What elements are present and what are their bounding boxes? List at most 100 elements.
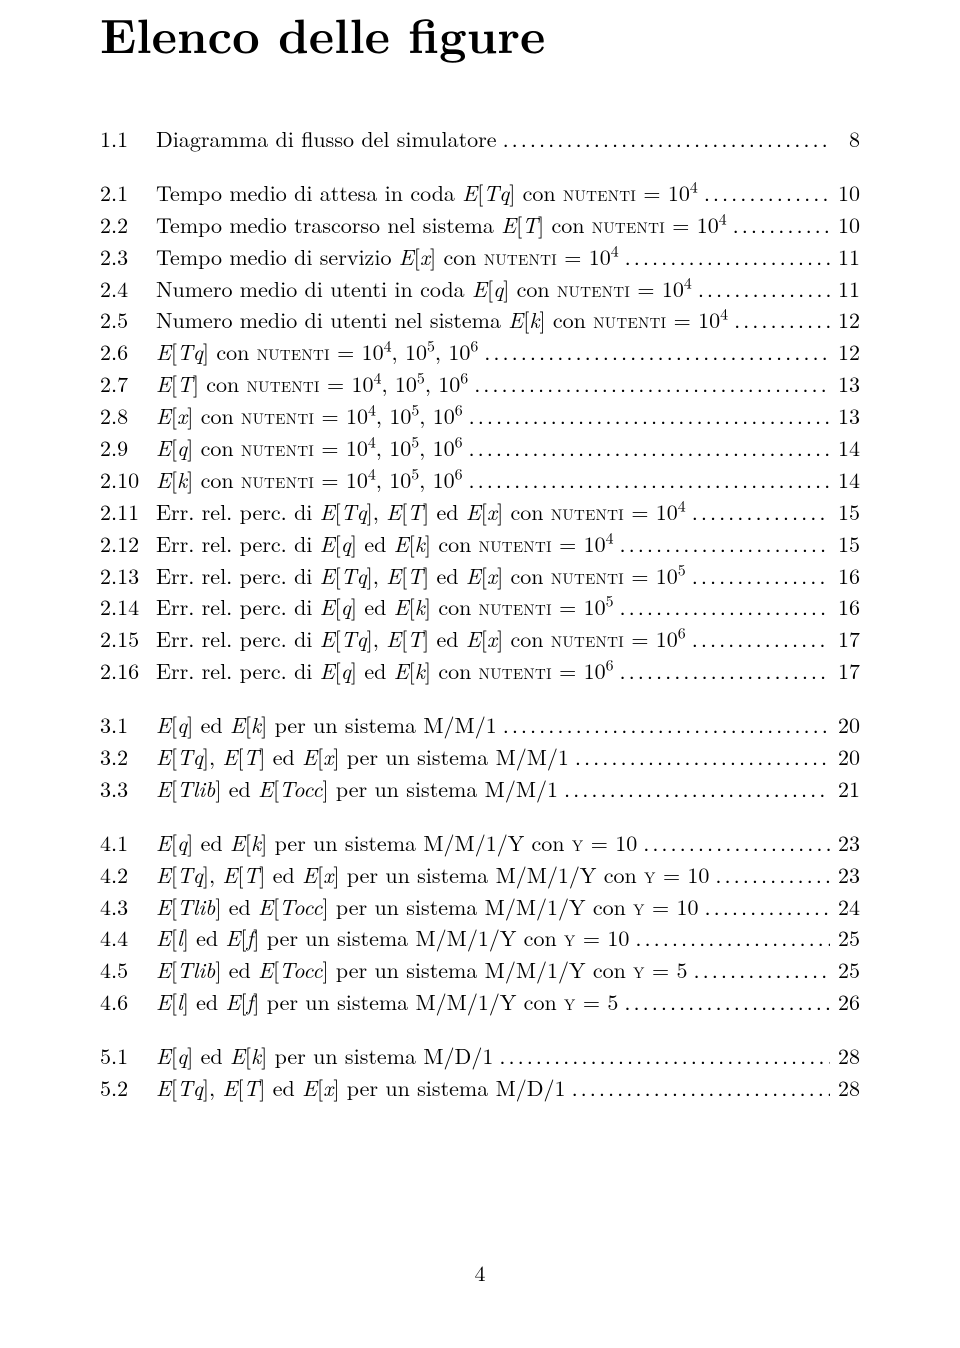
lof-dots: ........................................… <box>692 273 830 305</box>
lof-entry: 4.6E[l] ed E[f] per un sistema M/M/1/Y c… <box>100 986 860 1018</box>
lof-entry: 2.5Numero medio di utenti nel sistema E[… <box>100 304 860 336</box>
lof-entry-page: 16 <box>830 591 860 623</box>
lof-entry-label: E[k] con nutenti = 104, 105, 106 <box>156 464 463 496</box>
lof-entry-label: Tempo medio trascorso nel sistema E[T] c… <box>156 209 727 241</box>
lof-entry-number: 2.11 <box>100 496 156 528</box>
lof-dots: ........................................… <box>728 304 830 336</box>
lof-entry-label: Err. rel. perc. di E[Tq], E[T] ed E[x] c… <box>156 560 686 592</box>
lof-entry: 2.9E[q] con nutenti = 104, 105, 106.....… <box>100 432 860 464</box>
lof-dots: ........................................… <box>618 986 830 1018</box>
lof-entry-page: 13 <box>830 368 860 400</box>
lof-entry-page: 14 <box>830 432 860 464</box>
page-number: 4 <box>0 1257 960 1288</box>
lof-entry-label: Numero medio di utenti nel sistema E[k] … <box>156 304 728 336</box>
lof-entry-number: 4.1 <box>100 827 156 859</box>
lof-dots: ........................................… <box>463 464 830 496</box>
lof-dots: ........................................… <box>497 123 830 155</box>
lof-entry-page: 15 <box>830 528 860 560</box>
lof-entry: 2.7E[T] con nutenti = 104, 105, 106.....… <box>100 368 860 400</box>
lof-entry: 3.1E[q] ed E[k] per un sistema M/M/1....… <box>100 709 860 741</box>
lof-entry-number: 2.10 <box>100 464 156 496</box>
lof-entry-page: 23 <box>830 859 860 891</box>
lof-entry-page: 21 <box>830 773 860 805</box>
lof-entry-number: 4.5 <box>100 954 156 986</box>
lof-entry: 4.5E[Tlib] ed E[Tocc] per un sistema M/M… <box>100 954 860 986</box>
lof-entry-number: 3.3 <box>100 773 156 805</box>
lof-entry-page: 14 <box>830 464 860 496</box>
lof-entry-number: 2.14 <box>100 591 156 623</box>
lof-entry-page: 12 <box>830 336 860 368</box>
lof-entry-label: E[x] con nutenti = 104, 105, 106 <box>156 400 463 432</box>
lof-entry: 2.8E[x] con nutenti = 104, 105, 106.....… <box>100 400 860 432</box>
lof-entry-number: 2.12 <box>100 528 156 560</box>
lof-entry-label: E[Tlib] ed E[Tocc] per un sistema M/M/1 <box>156 773 558 805</box>
lof-entry-label: E[q] ed E[k] per un sistema M/D/1 <box>156 1040 493 1072</box>
lof-entry: 2.1Tempo medio di attesa in coda E[Tq] c… <box>100 177 860 209</box>
lof-entry-page: 12 <box>830 304 860 336</box>
lof-entry-number: 1.1 <box>100 123 156 155</box>
lof-entry-page: 8 <box>830 123 860 155</box>
lof-entry: 2.10E[k] con nutenti = 104, 105, 106....… <box>100 464 860 496</box>
lof-entry-number: 5.1 <box>100 1040 156 1072</box>
lof-dots: ........................................… <box>614 655 831 687</box>
lof-entry-number: 2.16 <box>100 655 156 687</box>
lof-entry-label: E[T] con nutenti = 104, 105, 106 <box>156 368 468 400</box>
lof-entry-page: 17 <box>830 655 860 687</box>
lof-entry-number: 2.2 <box>100 209 156 241</box>
lof-entry-label: Diagramma di flusso del simulatore <box>156 123 497 155</box>
lof-entry-page: 25 <box>830 954 860 986</box>
lof-entry-label: E[Tq], E[T] ed E[x] per un sistema M/M/1… <box>156 859 709 891</box>
lof-dots: ........................................… <box>688 954 830 986</box>
lof-entry-number: 2.13 <box>100 560 156 592</box>
lof-dots: ........................................… <box>629 922 830 954</box>
lof-dots: ........................................… <box>619 241 830 273</box>
lof-entry-number: 2.7 <box>100 368 156 400</box>
lof-entry-page: 17 <box>830 623 860 655</box>
lof-entry: 2.3Tempo medio di servizio E[x] con nute… <box>100 241 860 273</box>
lof-entry-page: 15 <box>830 496 860 528</box>
lof-dots: ........................................… <box>558 773 830 805</box>
lof-entry-label: Err. rel. perc. di E[q] ed E[k] con nute… <box>156 591 614 623</box>
lof-entry-number: 2.4 <box>100 273 156 305</box>
lof-entry: 2.12Err. rel. perc. di E[q] ed E[k] con … <box>100 528 860 560</box>
lof-entry-label: E[Tq] con nutenti = 104, 105, 106 <box>156 336 478 368</box>
lof-entry-label: E[Tq], E[T] ed E[x] per un sistema M/M/1 <box>156 741 569 773</box>
lof-entry-label: E[q] con nutenti = 104, 105, 106 <box>156 432 463 464</box>
lof-dots: ........................................… <box>569 741 830 773</box>
lof-entry: 2.16Err. rel. perc. di E[q] ed E[k] con … <box>100 655 860 687</box>
lof-entry: 2.11Err. rel. perc. di E[Tq], E[T] ed E[… <box>100 496 860 528</box>
lof-entry-page: 23 <box>830 827 860 859</box>
lof-entry-number: 2.6 <box>100 336 156 368</box>
lof-entry-page: 11 <box>830 273 860 305</box>
lof-entry-label: E[l] ed E[f] per un sistema M/M/1/Y con … <box>156 922 629 954</box>
lof-entry-page: 28 <box>830 1072 860 1104</box>
lof-entry-number: 4.4 <box>100 922 156 954</box>
lof-dots: ........................................… <box>478 336 830 368</box>
lof-entry: 4.2E[Tq], E[T] ed E[x] per un sistema M/… <box>100 859 860 891</box>
lof-entry: 2.13Err. rel. perc. di E[Tq], E[T] ed E[… <box>100 560 860 592</box>
lof-dots: ........................................… <box>493 1040 830 1072</box>
lof-dots: ........................................… <box>637 827 830 859</box>
lof-entry-label: Tempo medio di attesa in coda E[Tq] con … <box>156 177 698 209</box>
lof-entry: 3.2E[Tq], E[T] ed E[x] per un sistema M/… <box>100 741 860 773</box>
lof-entry: 2.6E[Tq] con nutenti = 104, 105, 106....… <box>100 336 860 368</box>
lof-entry-number: 4.3 <box>100 891 156 923</box>
lof-entry-page: 10 <box>830 177 860 209</box>
lof-entry-page: 26 <box>830 986 860 1018</box>
list-of-figures: 1.1Diagramma di flusso del simulatore...… <box>100 123 860 1104</box>
lof-dots: ........................................… <box>497 709 830 741</box>
lof-entry-number: 2.15 <box>100 623 156 655</box>
lof-entry: 2.2Tempo medio trascorso nel sistema E[T… <box>100 209 860 241</box>
lof-entry-label: Err. rel. perc. di E[q] ed E[k] con nute… <box>156 528 614 560</box>
page-title: Elenco delle figure <box>100 0 860 68</box>
lof-entry-label: Tempo medio di servizio E[x] con nutenti… <box>156 241 619 273</box>
lof-entry-label: E[Tlib] ed E[Tocc] per un sistema M/M/1/… <box>156 954 688 986</box>
lof-entry-label: Err. rel. perc. di E[q] ed E[k] con nute… <box>156 655 614 687</box>
lof-entry-label: E[Tq], E[T] ed E[x] per un sistema M/D/1 <box>156 1072 566 1104</box>
lof-entry-label: E[l] ed E[f] per un sistema M/M/1/Y con … <box>156 986 618 1018</box>
lof-entry-label: Err. rel. perc. di E[Tq], E[T] ed E[x] c… <box>156 496 686 528</box>
lof-entry-number: 2.5 <box>100 304 156 336</box>
lof-entry: 2.4Numero medio di utenti in coda E[q] c… <box>100 273 860 305</box>
lof-entry-label: E[q] ed E[k] per un sistema M/M/1 <box>156 709 497 741</box>
lof-entry-number: 4.6 <box>100 986 156 1018</box>
